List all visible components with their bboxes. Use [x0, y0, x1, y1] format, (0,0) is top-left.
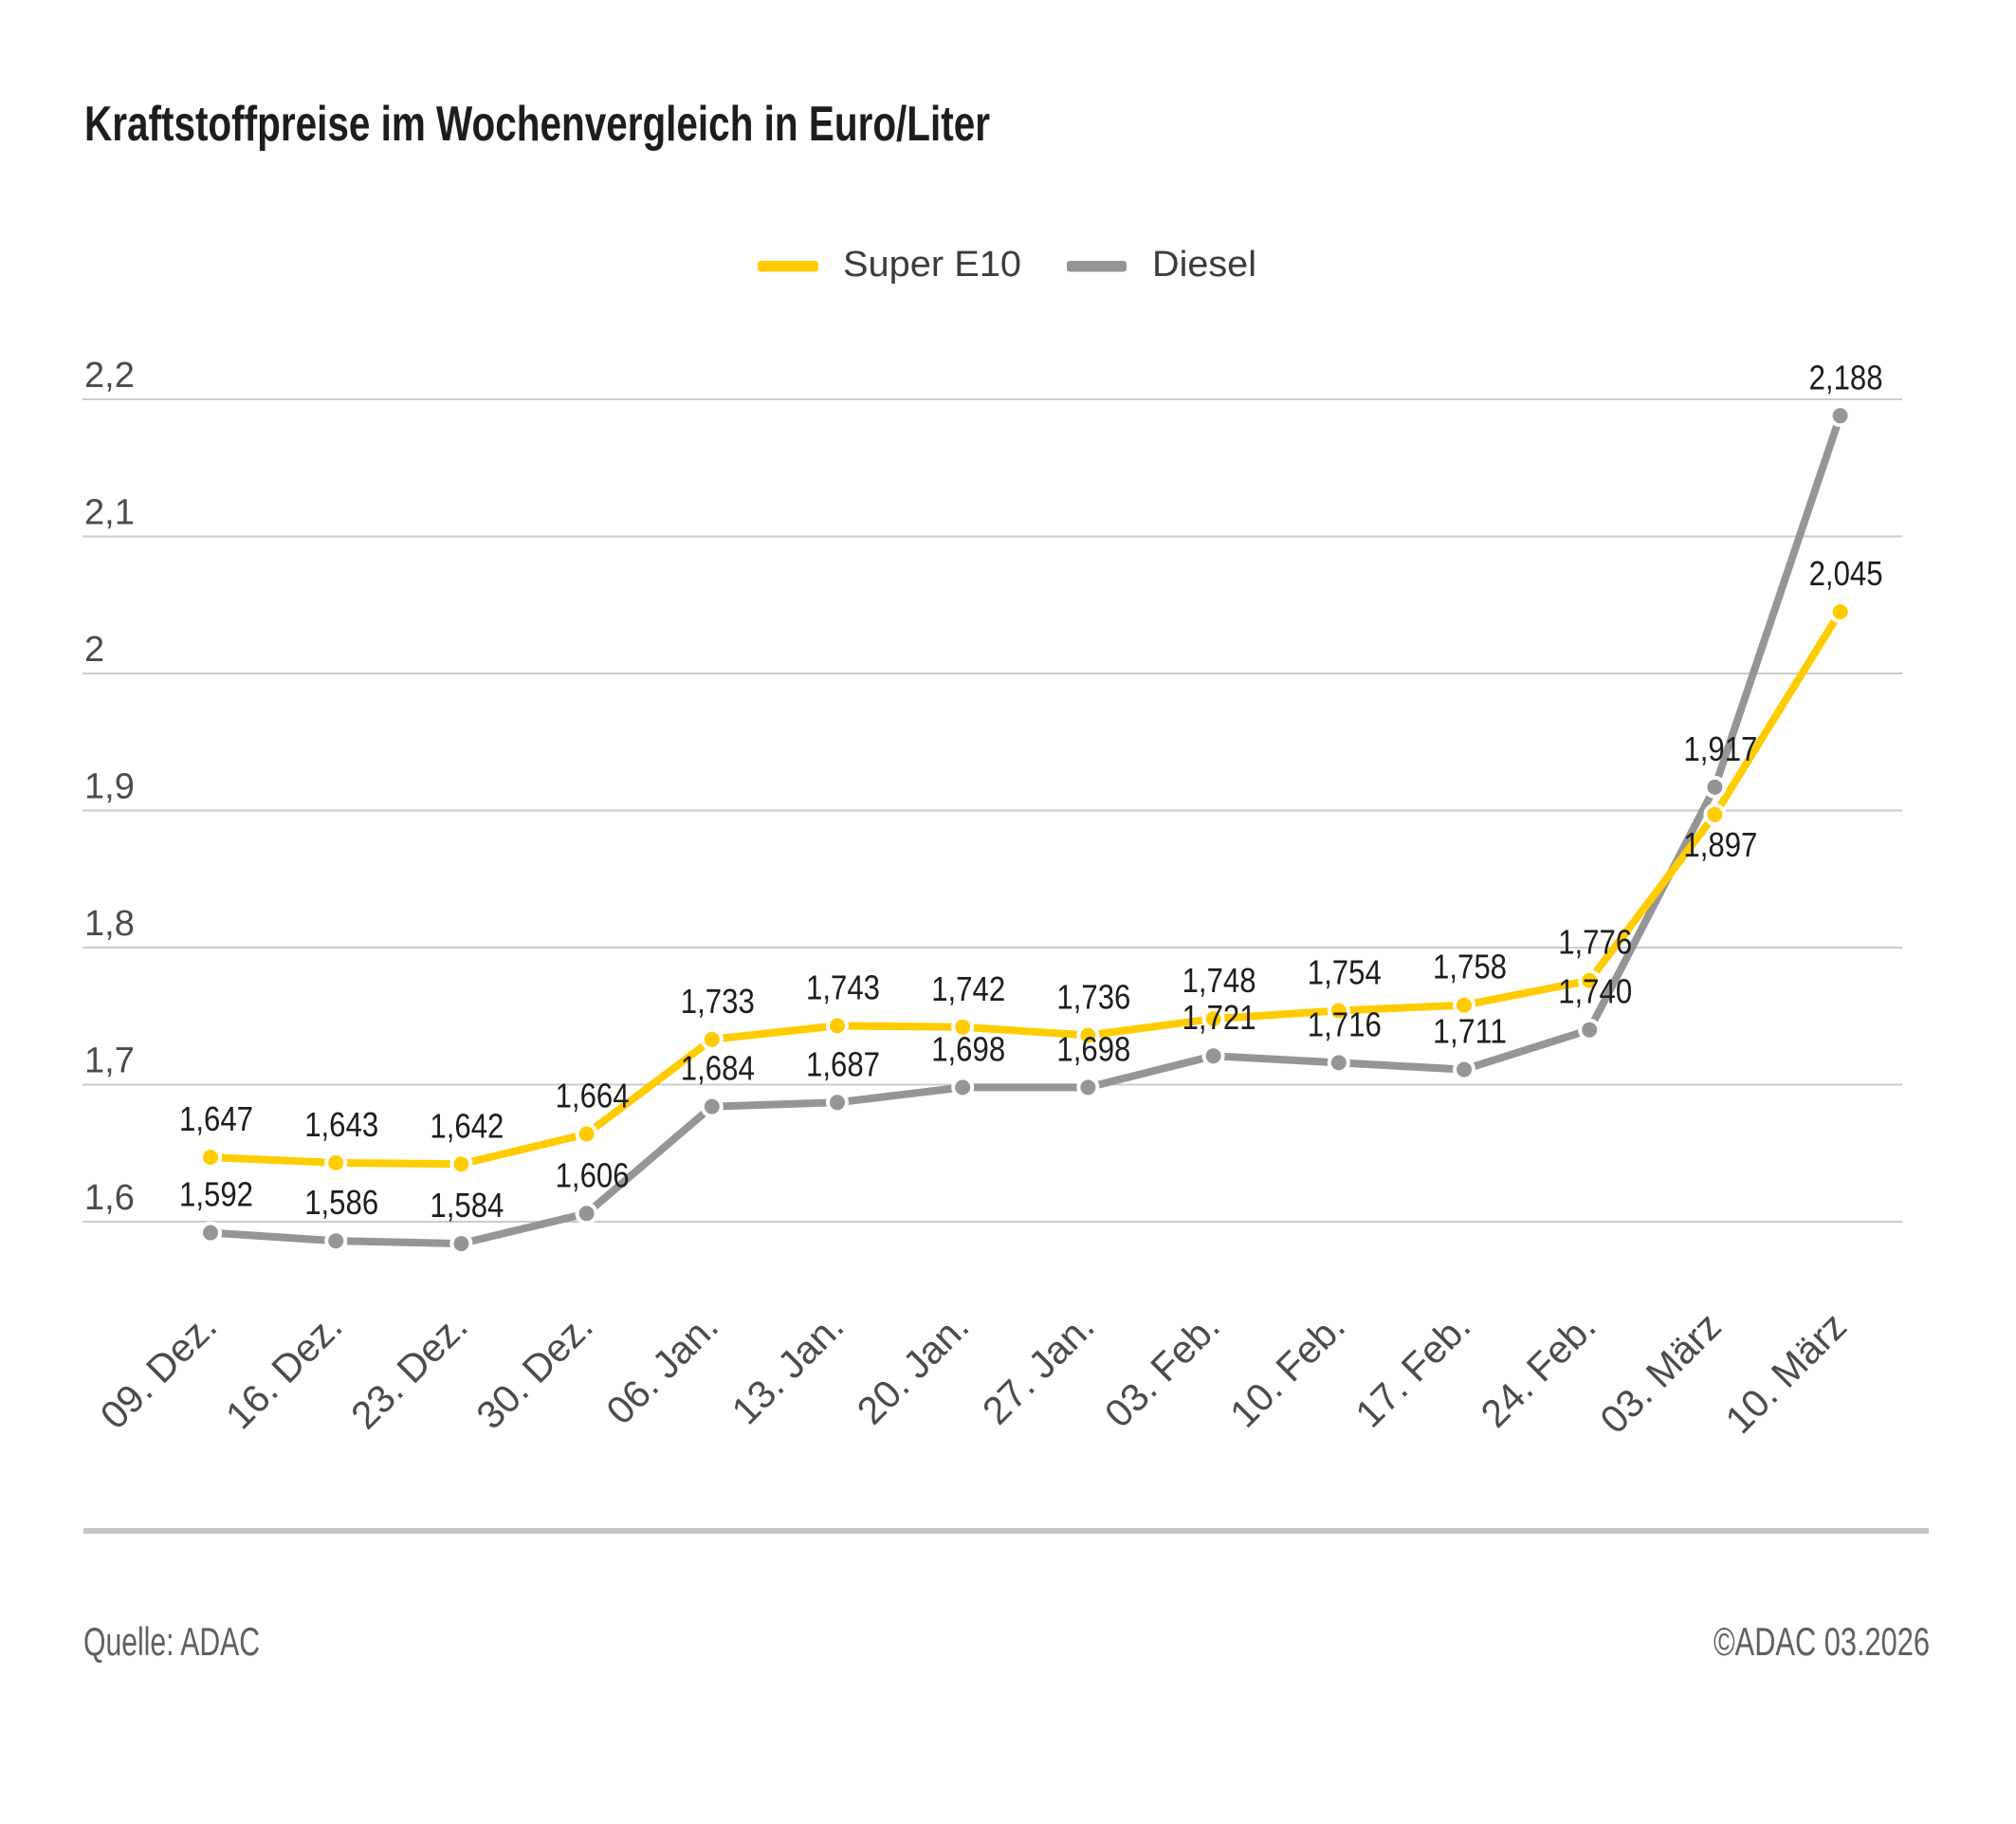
svg-text:2,045: 2,045 — [1809, 554, 1883, 593]
svg-text:17. Feb.: 17. Feb. — [1347, 1304, 1478, 1436]
svg-text:1,687: 1,687 — [806, 1044, 880, 1083]
svg-text:2: 2 — [84, 630, 104, 670]
svg-text:1,776: 1,776 — [1558, 923, 1632, 962]
svg-text:1,647: 1,647 — [179, 1099, 253, 1138]
svg-text:1,748: 1,748 — [1182, 961, 1256, 1000]
svg-text:1,754: 1,754 — [1308, 953, 1382, 992]
svg-text:1,7: 1,7 — [84, 1041, 135, 1081]
svg-text:1,606: 1,606 — [556, 1155, 630, 1194]
svg-text:1,711: 1,711 — [1433, 1012, 1507, 1051]
svg-text:10. Feb.: 10. Feb. — [1221, 1304, 1353, 1436]
svg-text:1,6: 1,6 — [84, 1178, 135, 1218]
svg-text:03. März: 03. März — [1591, 1304, 1729, 1442]
svg-text:27. Jan.: 27. Jan. — [974, 1304, 1103, 1433]
svg-text:1,743: 1,743 — [806, 967, 880, 1006]
svg-text:10. März: 10. März — [1717, 1304, 1855, 1442]
svg-text:06. Jan.: 06. Jan. — [597, 1304, 726, 1433]
svg-text:1,9: 1,9 — [84, 767, 135, 807]
svg-text:Kraftstoffpreise im Wochenverg: Kraftstoffpreise im Wochenvergleich in E… — [84, 97, 990, 152]
svg-text:30. Dez.: 30. Dez. — [467, 1304, 601, 1438]
svg-text:1,698: 1,698 — [1056, 1029, 1130, 1068]
svg-text:1,917: 1,917 — [1683, 729, 1757, 768]
svg-text:2,1: 2,1 — [84, 493, 135, 533]
svg-text:1,642: 1,642 — [430, 1106, 504, 1145]
svg-text:1,684: 1,684 — [681, 1049, 755, 1088]
svg-text:Diesel: Diesel — [1152, 245, 1256, 285]
svg-text:1,8: 1,8 — [84, 904, 135, 944]
svg-text:1,698: 1,698 — [931, 1029, 1005, 1068]
svg-text:1,584: 1,584 — [430, 1186, 504, 1225]
svg-text:23. Dez.: 23. Dez. — [342, 1304, 476, 1438]
svg-text:2,2: 2,2 — [84, 356, 135, 396]
svg-text:1,742: 1,742 — [931, 969, 1005, 1008]
svg-text:16. Dez.: 16. Dez. — [217, 1304, 351, 1438]
svg-text:1,897: 1,897 — [1683, 825, 1757, 864]
svg-text:24. Feb.: 24. Feb. — [1473, 1304, 1604, 1436]
svg-text:1,736: 1,736 — [1056, 978, 1130, 1017]
svg-text:Super E10: Super E10 — [843, 245, 1021, 285]
svg-text:1,586: 1,586 — [304, 1183, 378, 1222]
svg-text:03. Feb.: 03. Feb. — [1096, 1304, 1228, 1436]
svg-text:1,740: 1,740 — [1558, 972, 1632, 1011]
svg-text:20. Jan.: 20. Jan. — [849, 1304, 978, 1433]
svg-text:09. Dez.: 09. Dez. — [92, 1304, 226, 1438]
svg-text:1,664: 1,664 — [556, 1077, 630, 1115]
svg-text:©ADAC 03.2026: ©ADAC 03.2026 — [1714, 1619, 1930, 1664]
svg-text:1,721: 1,721 — [1182, 998, 1256, 1037]
svg-text:1,643: 1,643 — [304, 1105, 378, 1144]
svg-text:2,188: 2,188 — [1809, 358, 1883, 396]
svg-text:1,592: 1,592 — [179, 1175, 253, 1214]
svg-text:13. Jan.: 13. Jan. — [724, 1304, 852, 1433]
svg-text:Quelle: ADAC: Quelle: ADAC — [83, 1619, 260, 1664]
svg-text:1,716: 1,716 — [1308, 1004, 1382, 1043]
svg-text:1,733: 1,733 — [681, 982, 755, 1021]
svg-text:1,758: 1,758 — [1433, 948, 1507, 986]
